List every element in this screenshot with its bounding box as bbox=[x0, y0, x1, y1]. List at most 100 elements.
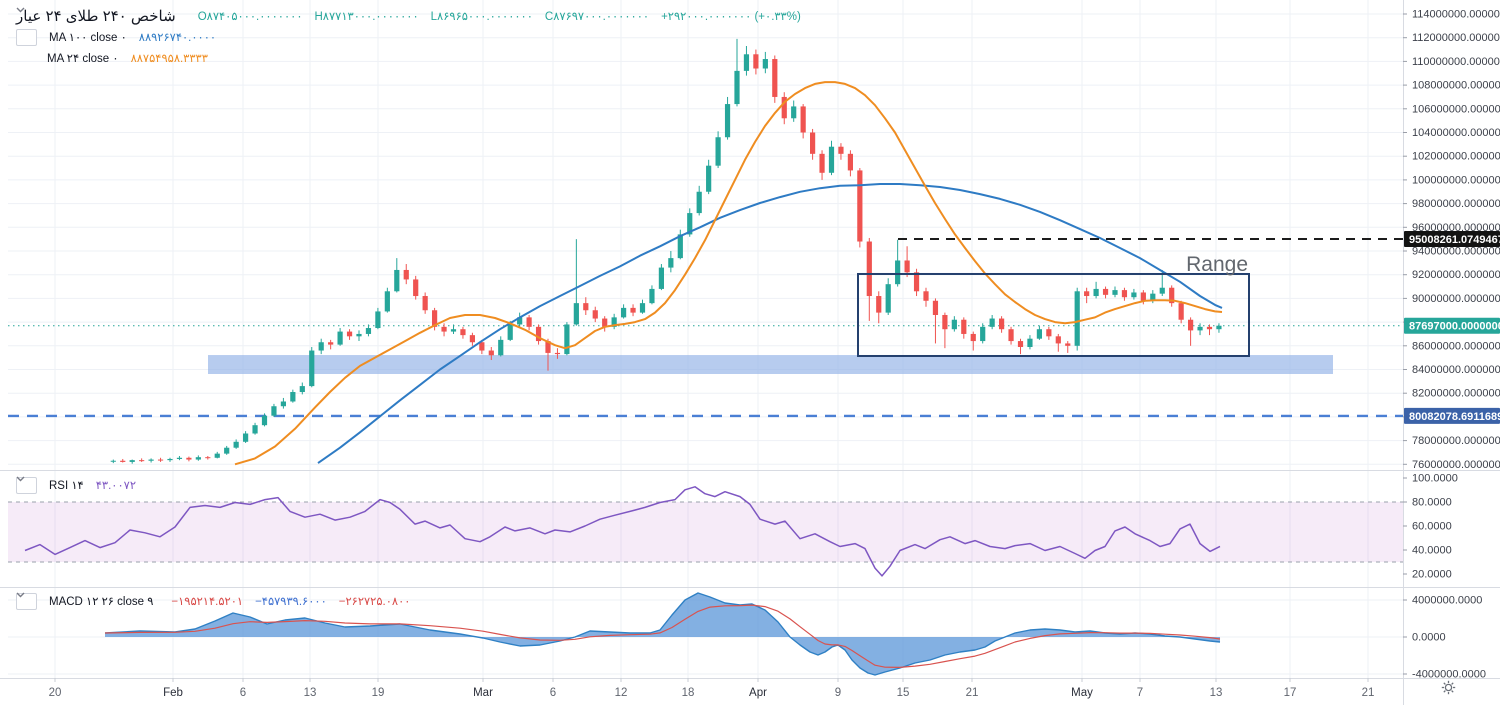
candle-body bbox=[828, 146, 835, 173]
candle-body bbox=[649, 288, 655, 304]
ma100-label[interactable]: MA ۱۰۰ close ۰ bbox=[49, 32, 127, 44]
candle-body bbox=[224, 447, 230, 454]
candle-body bbox=[535, 326, 542, 342]
price-tick-label: 112000000.0000000 bbox=[1412, 32, 1500, 44]
ohlc-low: L۸۶۹۶۵۰۰۰.۰۰۰۰۰۰۰ bbox=[430, 11, 533, 23]
candle-body bbox=[592, 310, 598, 319]
rsi-label[interactable]: RSI ۱۴ bbox=[49, 480, 84, 492]
ma24-label[interactable]: MA ۲۴ close ۰ bbox=[47, 53, 119, 65]
candle-body bbox=[479, 342, 485, 351]
candle-body bbox=[205, 457, 211, 459]
ma24-value: ۸۸۷۵۴۹۵۸.۳۳۳۳ bbox=[130, 53, 208, 65]
candle-body bbox=[365, 328, 372, 334]
settings-gear-icon[interactable] bbox=[1441, 680, 1471, 702]
macd-tick-label: 0.0000 bbox=[1412, 632, 1446, 644]
time-tick-label: 6 bbox=[240, 687, 246, 699]
macd-legend-row[interactable]: MACD ۱۲ ۲۶ close ۹ −۱۹۵۲۱۴.۵۲۰۱ −۴۵۷۹۳۹.… bbox=[16, 592, 410, 610]
time-tick-label: 9 bbox=[835, 687, 841, 699]
macd-signal-line bbox=[104, 604, 1221, 668]
rsi-legend-row[interactable]: RSI ۱۴ ۴۳.۰۰۷۲ bbox=[16, 476, 136, 494]
candle-body bbox=[167, 458, 173, 461]
price-axis[interactable]: 114000000.0000000 112000000.0000000 110000… bbox=[1403, 9, 1500, 681]
ma24-legend-row[interactable]: MA ۲۴ close ۰ ۸۸۷۵۴۹۵۸.۳۳۳۳ bbox=[47, 49, 801, 67]
candle-body bbox=[1046, 329, 1052, 337]
time-tick-label: May bbox=[1071, 687, 1093, 699]
candle-body bbox=[696, 191, 702, 214]
candle-body bbox=[942, 314, 948, 330]
time-tick-label: 13 bbox=[304, 687, 317, 699]
candle-body bbox=[762, 59, 768, 69]
candle-body bbox=[403, 269, 409, 280]
candle-body bbox=[753, 54, 759, 69]
macd-signal-value: −۲۶۲۷۲۵.۰۸۰۰ bbox=[338, 596, 411, 608]
time-axis[interactable]: 20 Feb 6 13 19 Mar 6 12 18 Apr 9 15 21 May 7 13 17 21 bbox=[49, 678, 1375, 699]
ma100-legend-row[interactable]: MA ۱۰۰ close ۰ ۸۸۹۲۶۷۴۰.۰۰۰۰ bbox=[16, 7, 801, 46]
candle-body bbox=[1216, 325, 1222, 330]
price-tick-label: 102000000.0000000 bbox=[1412, 151, 1500, 163]
time-tick-label: Apr bbox=[749, 687, 767, 699]
macd-tick-label: 4000000.0000 bbox=[1412, 595, 1482, 607]
time-tick-label: 18 bbox=[682, 687, 695, 699]
candle-body bbox=[621, 307, 627, 318]
candle-body bbox=[951, 319, 957, 330]
price-tick-label: 92000000.0000000 bbox=[1412, 269, 1500, 281]
time-tick-label: Feb bbox=[163, 687, 183, 699]
candle-body bbox=[1017, 341, 1024, 347]
rsi-band bbox=[8, 502, 1403, 562]
symbol-title[interactable]: شاخص ۲۴۰ طلای ۲۴ عیار bbox=[16, 8, 176, 25]
rsi-tick-label: 100.0000 bbox=[1412, 473, 1458, 485]
price-tick-label: 108000000.0000000 bbox=[1412, 80, 1500, 92]
chevron-down-icon[interactable] bbox=[16, 476, 37, 494]
candle-body bbox=[1131, 292, 1137, 298]
rsi-tick-label: 20.0000 bbox=[1412, 569, 1452, 581]
candle-body bbox=[1150, 293, 1156, 301]
candle-body bbox=[186, 457, 192, 460]
time-tick-label: 15 bbox=[897, 687, 910, 699]
candle-body bbox=[724, 104, 731, 138]
macd-label[interactable]: MACD ۱۲ ۲۶ close ۹ bbox=[49, 596, 154, 608]
price-tick-label: 104000000.0000000 bbox=[1412, 127, 1500, 139]
rsi-tick-label: 60.0000 bbox=[1412, 521, 1452, 533]
candle-body bbox=[904, 260, 910, 273]
candle-body bbox=[1102, 288, 1109, 295]
candle-body bbox=[460, 329, 466, 336]
time-tick-label: 12 bbox=[615, 687, 628, 699]
candle-body bbox=[1178, 303, 1184, 320]
candle-body bbox=[706, 165, 712, 192]
candle-body bbox=[677, 234, 683, 259]
candle-body bbox=[271, 406, 277, 416]
candle-body bbox=[999, 318, 1005, 330]
chevron-down-icon[interactable] bbox=[16, 592, 37, 610]
candle-body bbox=[252, 425, 258, 434]
candle-body bbox=[781, 96, 787, 119]
price-tick-label: 76000000.0000000 bbox=[1412, 459, 1500, 471]
candle-body bbox=[810, 132, 816, 154]
candle-body bbox=[498, 339, 504, 356]
candle-body bbox=[139, 460, 145, 462]
macd-area bbox=[105, 593, 1220, 675]
price-tick-label: 86000000.0000000 bbox=[1412, 340, 1500, 352]
candle-body bbox=[668, 258, 674, 268]
candle-body bbox=[583, 303, 589, 311]
support-zone-band bbox=[208, 355, 1333, 375]
support-price-label-text: 80082078.6911689 bbox=[1409, 411, 1500, 423]
ohlc-change: +۲۹۲۰۰۰.۰۰۰۰۰۰۰ (+۰.۳۳%) bbox=[661, 11, 801, 23]
candles-series bbox=[110, 38, 1222, 464]
candle-body bbox=[469, 335, 475, 343]
candle-body bbox=[1093, 288, 1099, 297]
price-tick-label: 82000000.0000000 bbox=[1412, 388, 1500, 400]
price-tick-label: 84000000.0000000 bbox=[1412, 364, 1500, 376]
candle-body bbox=[413, 279, 419, 297]
resistance-price-label-badge bbox=[1404, 231, 1500, 248]
chevron-down-icon[interactable] bbox=[16, 7, 37, 46]
time-tick-label: 21 bbox=[1362, 687, 1375, 699]
rsi-value: ۴۳.۰۰۷۲ bbox=[95, 480, 136, 492]
candle-body bbox=[658, 267, 664, 289]
resistance-price-label-text: 95008261.0749467 bbox=[1409, 234, 1500, 246]
candle-body bbox=[800, 106, 806, 133]
candle-body bbox=[687, 213, 693, 235]
candle-body bbox=[961, 319, 967, 334]
last-price-label-text: 87697000.0000000 bbox=[1409, 321, 1500, 333]
